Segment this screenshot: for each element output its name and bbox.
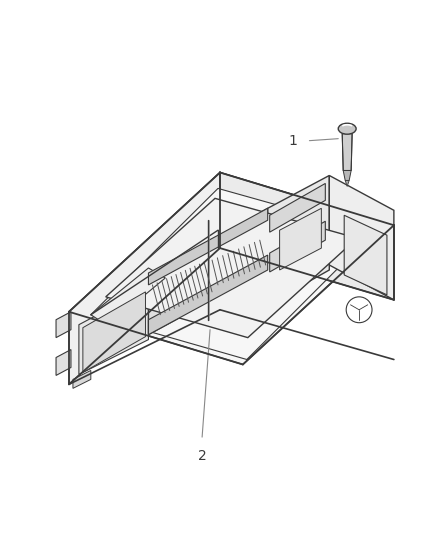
Polygon shape <box>69 173 220 384</box>
Polygon shape <box>69 173 394 365</box>
Polygon shape <box>342 134 352 171</box>
Polygon shape <box>56 312 71 337</box>
Polygon shape <box>268 175 329 305</box>
Polygon shape <box>345 181 349 187</box>
Polygon shape <box>220 173 394 300</box>
Polygon shape <box>106 198 357 337</box>
Polygon shape <box>83 292 145 373</box>
Polygon shape <box>148 255 268 335</box>
Polygon shape <box>270 221 325 272</box>
Polygon shape <box>91 268 165 326</box>
Polygon shape <box>344 215 387 295</box>
Polygon shape <box>56 350 71 375</box>
Polygon shape <box>279 208 321 270</box>
Polygon shape <box>148 208 268 285</box>
Polygon shape <box>343 171 351 181</box>
Polygon shape <box>79 288 148 375</box>
Text: 1: 1 <box>289 134 297 148</box>
Polygon shape <box>270 183 325 232</box>
Polygon shape <box>73 370 91 389</box>
Ellipse shape <box>338 123 356 134</box>
Text: 2: 2 <box>198 449 206 463</box>
Polygon shape <box>91 188 374 360</box>
Polygon shape <box>329 175 394 300</box>
Polygon shape <box>148 208 268 335</box>
